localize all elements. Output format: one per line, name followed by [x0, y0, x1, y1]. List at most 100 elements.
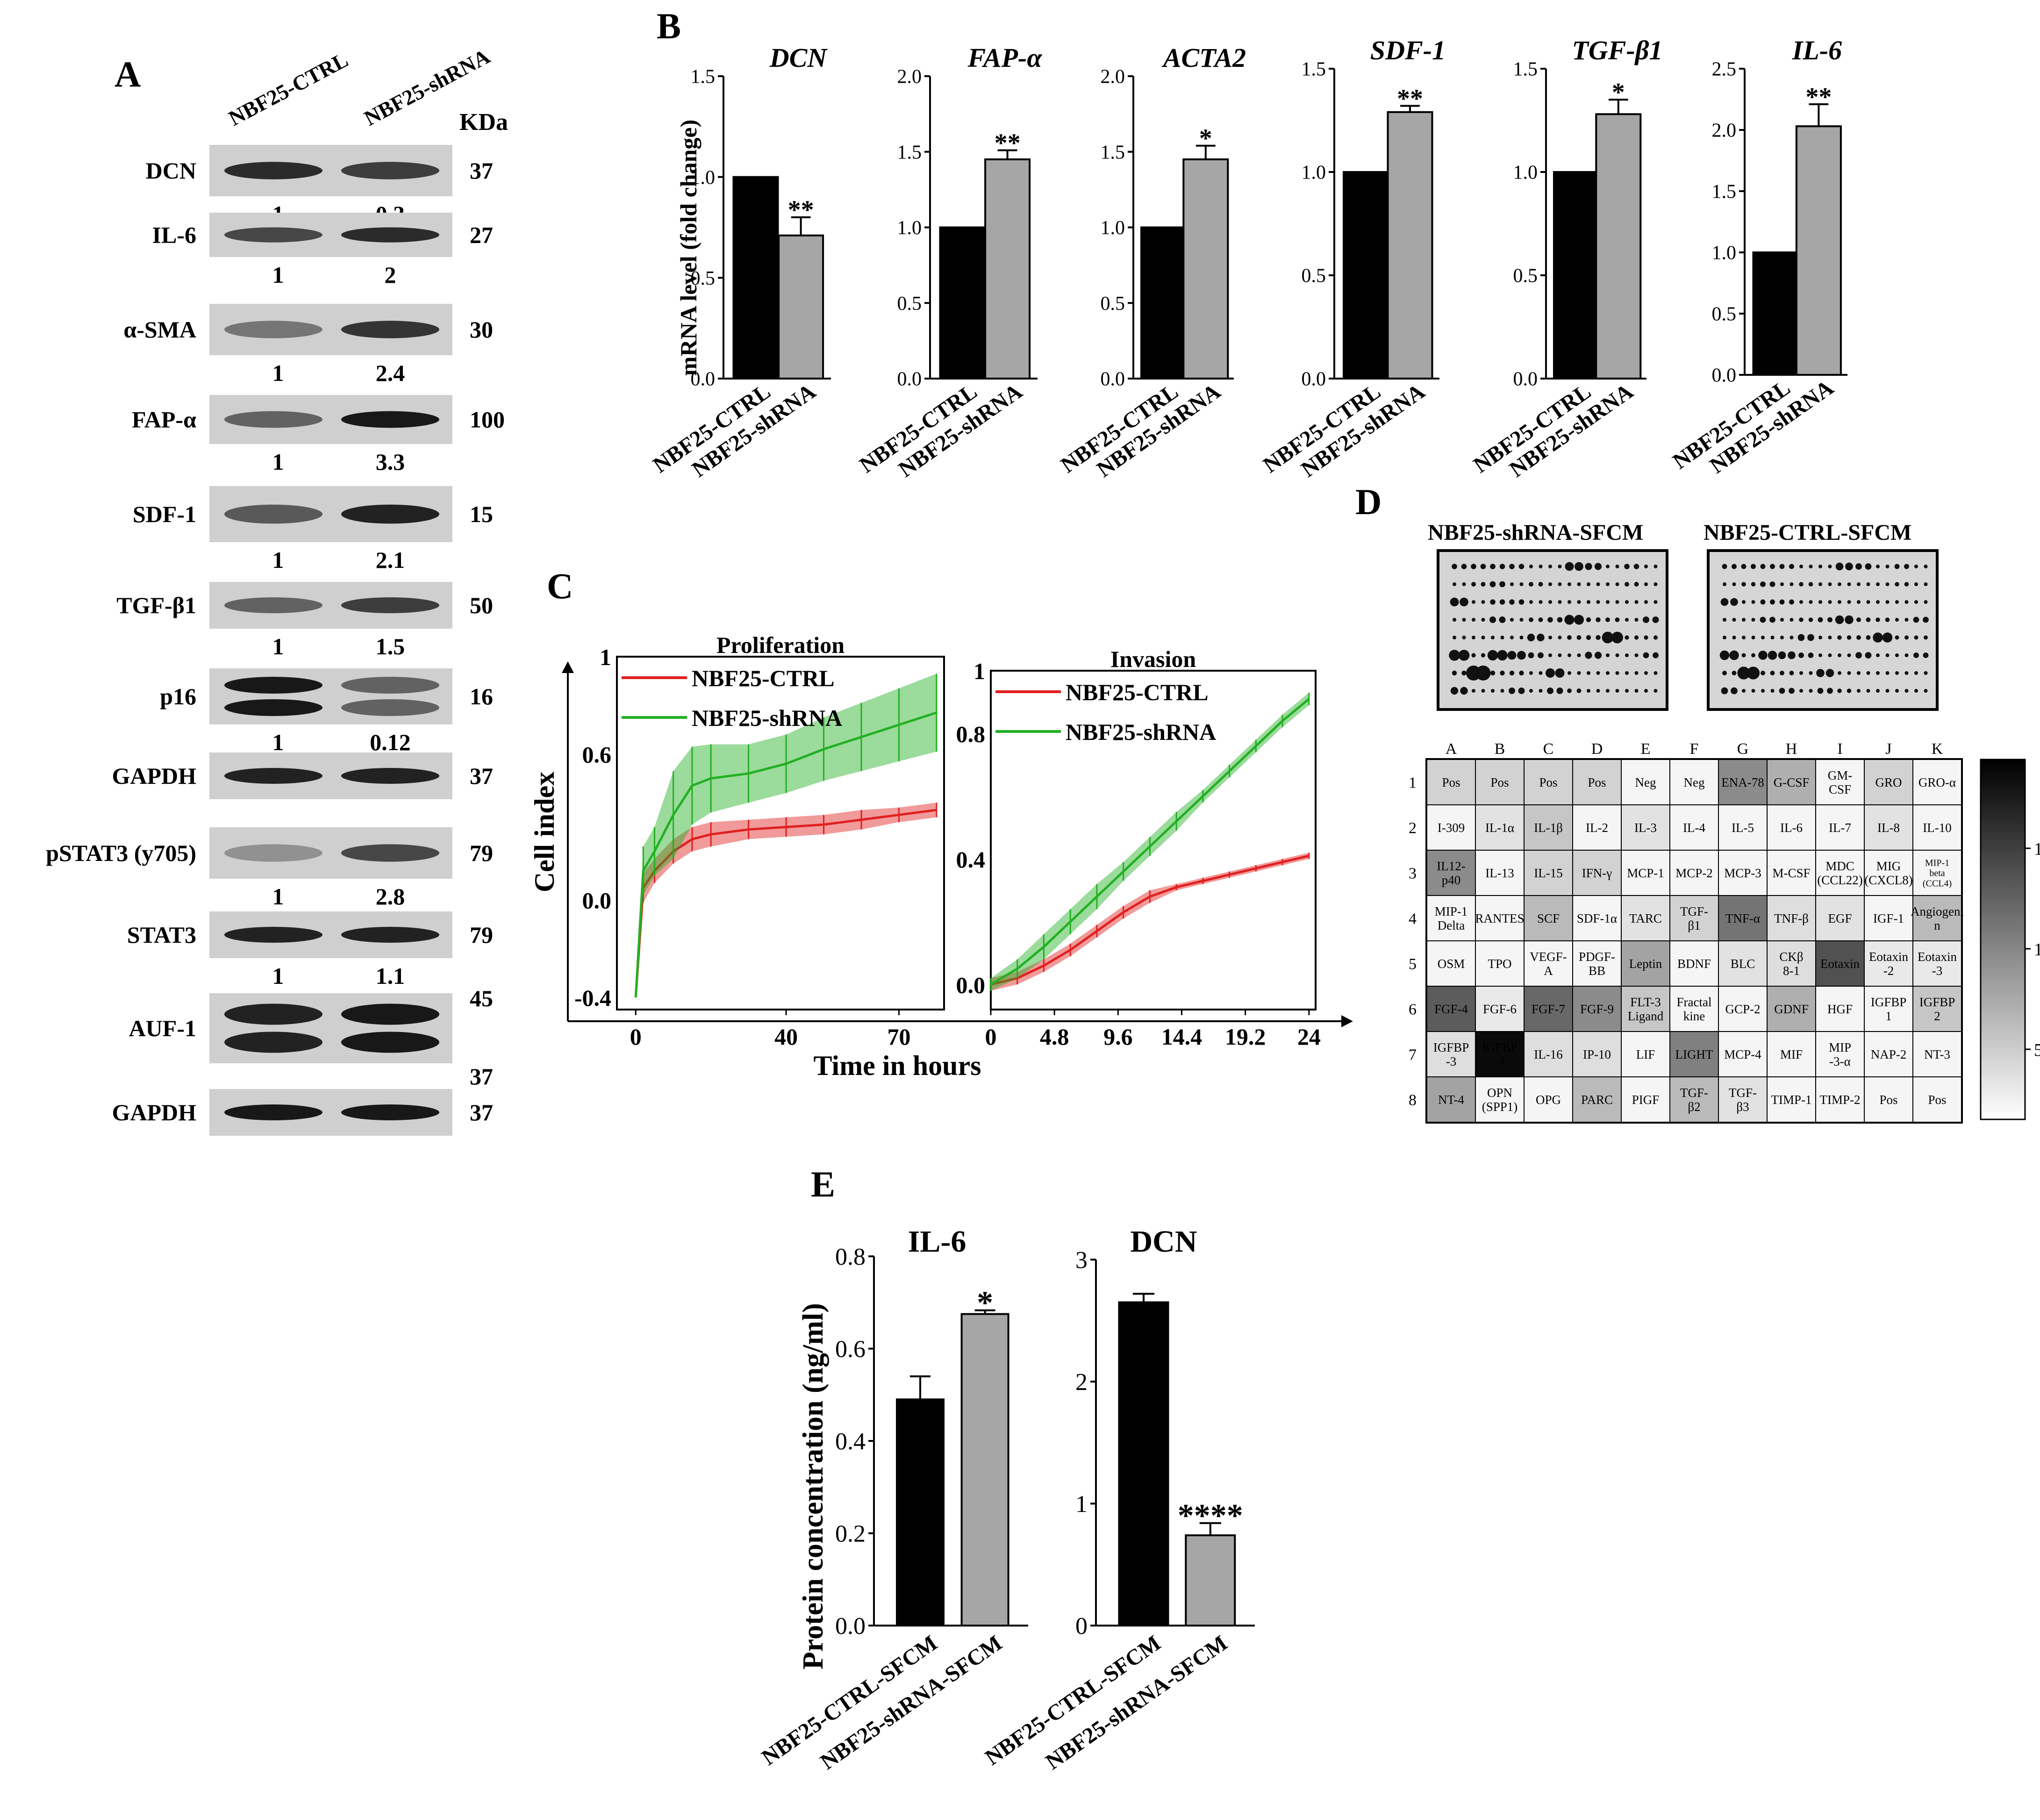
array-dot-ctrl [1865, 652, 1872, 659]
array-dot-shrna [1625, 582, 1629, 587]
array-dot-shrna [1548, 636, 1552, 639]
array-dot-shrna [1509, 688, 1515, 694]
array-dot-shrna [1555, 668, 1565, 678]
y-tick-label: 1.0 [897, 217, 922, 239]
heatmap-cell-label: IGF-1 [1873, 911, 1904, 925]
heatmap-cell-label: Pos [1588, 775, 1606, 789]
array-dot-shrna [1453, 636, 1456, 639]
array-dot-shrna [1615, 565, 1619, 568]
heatmap-cell [1815, 850, 1865, 896]
y-tick-label: 1 [600, 644, 611, 670]
heatmap-cell-label: RANTES [1475, 911, 1524, 925]
array-dot-ctrl [1789, 564, 1794, 569]
heatmap-cell-label: MDC (CCL22) [1817, 859, 1863, 887]
heatmap-cell [1621, 1076, 1670, 1123]
heatmap-col-letter: H [1786, 740, 1797, 758]
heatmap-cell-label: IL-7 [1829, 821, 1851, 835]
heatmap-cell [1767, 759, 1816, 805]
y-tick-label: 0.5 [1302, 265, 1326, 287]
array-dot-shrna [1499, 599, 1505, 605]
heatmap-col-letter: C [1543, 740, 1554, 758]
heatmap-cell-label: OPG [1536, 1093, 1561, 1107]
kda-marker: 37 [470, 158, 493, 184]
array-dot-shrna [1460, 597, 1468, 607]
array-dot-ctrl [1828, 582, 1832, 586]
blot-band [224, 411, 322, 428]
western-blot-panel: NBF25-CTRL NBF25-shRNA KDa DCN3710.3IL-6… [46, 44, 508, 1136]
bar-shrna [778, 234, 824, 380]
heatmap-cell-label: Pos [1539, 775, 1557, 789]
y-tick-label: 0.6 [835, 1336, 866, 1363]
array-dot-shrna [1450, 597, 1459, 607]
array-dot-ctrl [1723, 618, 1726, 622]
array-dot-shrna [1510, 582, 1514, 586]
heatmap-cell-label: MCP-4 [1724, 1047, 1761, 1061]
array-dot-ctrl [1866, 582, 1870, 586]
y-tick-label: 0.6 [582, 741, 612, 767]
array-dot-ctrl [1924, 671, 1928, 675]
heatmap-cell-label: BDNF [1677, 957, 1711, 971]
kda-marker: 100 [470, 407, 505, 433]
densitometry-ratio: 2.8 [376, 883, 405, 910]
heatmap-cell [1621, 759, 1670, 805]
array-dot-shrna [1472, 618, 1475, 622]
array-dot-ctrl [1799, 565, 1803, 568]
array-dot-ctrl [1770, 689, 1775, 693]
line-chart: Invasion 0 4.8 9.6 14.4 19.2 24 0.0 0.4 0.8 1 NBF25… [956, 646, 1321, 1050]
array-dot-shrna [1519, 582, 1524, 586]
array-dot-shrna [1643, 652, 1649, 659]
array-dot-ctrl [1818, 600, 1822, 604]
array-dot-ctrl [1904, 600, 1909, 604]
array-dot-ctrl [1760, 599, 1766, 605]
array-dot-shrna [1558, 565, 1562, 568]
heatmap-cell-label: TNF-β [1774, 911, 1809, 925]
array-dot-ctrl [1770, 564, 1775, 569]
array-dot-shrna [1596, 635, 1601, 640]
array-dot-shrna [1605, 617, 1610, 622]
y-tick-label: 0.4 [956, 846, 986, 873]
array-dot-shrna [1449, 650, 1460, 661]
densitometry-ratio: 1.1 [376, 963, 405, 989]
array-dot-shrna [1585, 652, 1592, 659]
heatmap-row-number: 8 [1409, 1092, 1417, 1109]
array-title-shrna: NBF25-shRNA-SFCM [1428, 520, 1643, 545]
heatmap-cell-label: SCF [1537, 911, 1560, 925]
lane-label-ctrl: NBF25-CTRL [225, 48, 352, 130]
array-dot-shrna [1548, 600, 1552, 604]
heatmap-cell [1621, 940, 1670, 987]
heatmap-cell-label: IL-2 [1586, 821, 1608, 835]
array-dot-ctrl [1856, 617, 1861, 622]
y-tick-label: 3 [1075, 1247, 1088, 1274]
heatmap-cell [1524, 804, 1573, 851]
blot-band [224, 321, 322, 338]
array-dot-ctrl [1798, 652, 1804, 658]
heatmap-cell-label: PIGF [1632, 1093, 1660, 1107]
array-dot-shrna [1615, 689, 1619, 693]
blot-band [224, 1003, 322, 1025]
y-tick-label: 0.5 [1101, 293, 1125, 315]
array-dot-ctrl [1737, 666, 1750, 680]
array-dot-shrna [1481, 636, 1485, 639]
heatmap-cell-label: FGF-6 [1483, 1002, 1517, 1016]
heatmap-cell-label: IL-8 [1877, 821, 1900, 835]
heatmap-cell [1475, 940, 1525, 987]
bar-ctrl [939, 226, 986, 380]
heatmap-cell [1524, 850, 1573, 896]
array-dot-ctrl [1895, 689, 1899, 693]
heatmap-cell [1621, 804, 1670, 851]
array-dot-ctrl [1719, 650, 1730, 660]
array-dot-shrna [1644, 635, 1648, 640]
array-dot-ctrl [1807, 634, 1814, 641]
array-dot-shrna [1577, 582, 1581, 586]
heatmap-cell [1524, 1076, 1573, 1123]
blot-protein-label: DCN [146, 158, 196, 184]
y-tick-label: 2.0 [1712, 120, 1737, 142]
array-dot-shrna [1586, 617, 1591, 623]
blot-band [224, 504, 322, 524]
bar-ctrl [1752, 251, 1799, 376]
array-dot-shrna [1462, 618, 1466, 622]
heatmap-cell-label: Fractal kine [1677, 995, 1712, 1023]
densitometry-ratio: 1 [272, 729, 284, 755]
heatmap-cell [1475, 759, 1525, 805]
blot-band [341, 927, 439, 943]
